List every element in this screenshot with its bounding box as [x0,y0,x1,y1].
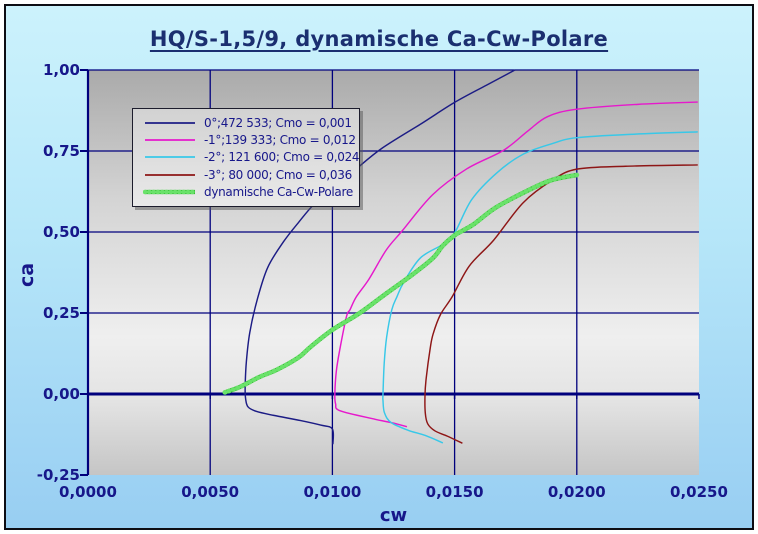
series-curve-0 [244,69,516,445]
legend: 0°;472 533; Cmo = 0,001 -1°;139 333; Cmo … [132,108,360,207]
x-tick-label: 0,0200 [547,483,606,501]
chart-title: HQ/S-1,5/9, dynamische Ca-Cw-Polare [149,27,609,51]
legend-item: -2°; 121 600; Cmo = 0,024 [143,149,360,166]
legend-label: 0°;472 533; Cmo = 0,001 [204,115,352,130]
x-axis-title: cw [379,505,408,526]
legend-item: -3°; 80 000; Cmo = 0,036 [143,166,352,183]
legend-label: -3°; 80 000; Cmo = 0,036 [204,167,352,182]
legend-label: -2°; 121 600; Cmo = 0,024 [204,150,360,165]
y-tick-label: 0,75 [42,142,80,160]
legend-swatch [145,139,195,141]
series-curve-dynamic-dots [222,172,580,395]
legend-label: dynamische Ca-Cw-Polare [204,185,353,200]
x-tick-label: 0,0100 [303,483,362,501]
series-curve-1 [334,101,698,428]
x-tick-label: 0,0150 [425,483,484,501]
x-tick-label: 0,0050 [181,483,240,501]
legend-swatch [145,156,195,159]
legend-swatch [145,121,195,124]
chart-canvas: HQ/S-1,5/9, dynamische Ca-Cw-Polare 1,00… [4,4,754,530]
x-tick-label: 0,0000 [59,483,117,501]
y-tick-label: 0,00 [42,385,80,403]
legend-swatch [143,189,197,195]
y-tick-label: 0,25 [42,304,80,322]
series-curve-3 [424,164,698,444]
y-axis-title: ca [16,262,38,288]
plot-svg [80,69,700,476]
series-curve-2 [382,131,698,444]
legend-item: 0°;472 533; Cmo = 0,001 [143,114,352,131]
y-tick-label: -0,25 [36,466,80,484]
legend-label: -1°;139 333; Cmo = 0,012 [204,133,356,148]
y-tick-label: 0,50 [42,223,80,241]
legend-item: -1°;139 333; Cmo = 0,012 [143,131,356,148]
legend-item: dynamische Ca-Cw-Polare [143,184,353,201]
legend-swatch [145,173,195,176]
x-tick-label: 0,0250 [670,483,728,501]
y-tick-label: 1,00 [42,61,80,79]
